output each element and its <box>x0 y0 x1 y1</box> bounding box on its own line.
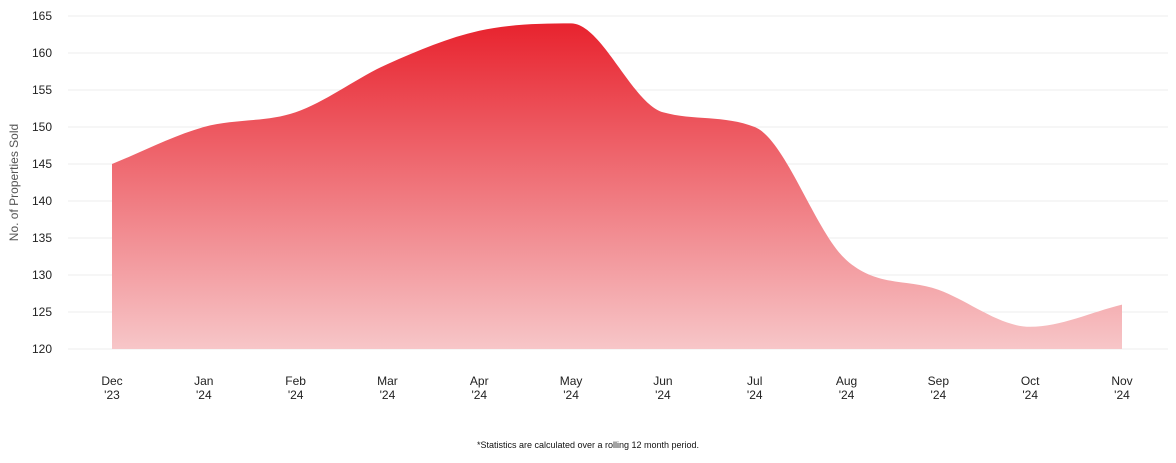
x-tick-label: Feb '24 <box>285 374 306 402</box>
y-tick-label: 155 <box>32 83 52 97</box>
x-tick-label: Jul '24 <box>747 374 763 402</box>
x-tick-label: Apr '24 <box>470 374 489 402</box>
x-tick-label: Jan '24 <box>194 374 213 402</box>
x-tick-label: Nov '24 <box>1111 374 1132 402</box>
y-axis-label: No. of Properties Sold <box>7 124 21 241</box>
area-chart: 120 125 130 135 140 145 150 155 160 165 Dec '23 Jan… <box>7 9 1168 402</box>
y-tick-label: 150 <box>32 120 52 134</box>
data-point-jul[interactable] <box>752 124 758 130</box>
data-point-jan[interactable] <box>201 124 207 130</box>
x-tick-label: Jun '24 <box>653 374 672 402</box>
x-tick-label: Aug '24 <box>836 374 857 402</box>
x-tick-label: Oct '24 <box>1021 374 1040 402</box>
footnote: *Statistics are calculated over a rollin… <box>476 440 700 450</box>
data-point-jun[interactable] <box>660 109 666 115</box>
data-point-dec[interactable] <box>109 161 115 167</box>
data-point-oct[interactable] <box>1027 324 1033 330</box>
y-tick-label: 145 <box>32 157 52 171</box>
data-point-apr[interactable] <box>476 28 482 34</box>
x-tick-label: Sep '24 <box>928 374 950 402</box>
y-tick-label: 165 <box>32 9 52 23</box>
data-point-aug[interactable] <box>844 257 850 263</box>
x-axis-ticks: Dec '23 Jan '24 Feb '24 Mar '24 Apr '24 May '24 Jun '… <box>101 374 1132 402</box>
properties-sold-area <box>112 23 1122 350</box>
data-point-mar[interactable] <box>384 61 390 67</box>
y-tick-label: 135 <box>32 231 52 245</box>
x-tick-label: Dec '23 <box>101 374 122 402</box>
y-tick-label: 130 <box>32 268 52 282</box>
y-tick-label: 120 <box>32 342 52 356</box>
y-tick-label: 160 <box>32 46 52 60</box>
x-tick-label: May '24 <box>560 374 583 402</box>
area-series <box>109 20 1125 350</box>
data-point-sep[interactable] <box>935 287 941 293</box>
x-tick-label: Mar '24 <box>377 374 398 402</box>
y-axis-ticks: 120 125 130 135 140 145 150 155 160 165 <box>32 9 52 356</box>
data-point-may[interactable] <box>568 20 574 26</box>
data-point-nov[interactable] <box>1119 302 1125 308</box>
y-tick-label: 140 <box>32 194 52 208</box>
y-tick-label: 125 <box>32 305 52 319</box>
data-point-feb[interactable] <box>293 109 299 115</box>
